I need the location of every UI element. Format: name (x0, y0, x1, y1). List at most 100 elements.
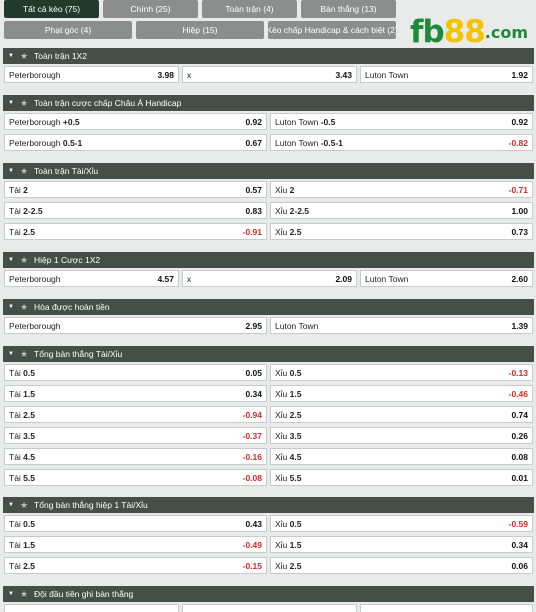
selection-name: Luton Town (275, 116, 321, 127)
section-header[interactable]: ▼ ★ Đội đầu tiên ghi bàn thắng (3, 586, 534, 602)
tab-all-markets[interactable]: Tất cả kèo (75) (4, 0, 99, 18)
odds-row: Tài 2.5 -0.91 Xỉu 2.5 0.73 (3, 221, 534, 242)
odds-selection[interactable]: Peterborough 2.95 (4, 317, 267, 334)
odds-value: 1.00 (511, 205, 528, 216)
selection-label: Xỉu 2.5 (275, 561, 301, 571)
odds-selection[interactable]: Xỉu 2.5 0.74 (270, 406, 533, 423)
tab-corners[interactable]: Phạt góc (4) (4, 21, 132, 39)
section-header[interactable]: ▼ ★ Toàn trận cược chấp Châu Á Handicap (3, 95, 534, 111)
section-title: Toàn trận cược chấp Châu Á Handicap (34, 98, 182, 108)
selection-name: Xỉu (275, 409, 290, 420)
star-icon[interactable]: ★ (19, 301, 29, 312)
tab-row-2: Phạt góc (4) Hiệp (15) Kèo chấp Handicap… (4, 21, 396, 39)
odds-value: 0.83 (245, 205, 262, 216)
odds-selection[interactable]: Tài 1.5 -0.49 (4, 536, 267, 553)
odds-selection[interactable]: Xỉu 5.5 0.01 (270, 469, 533, 486)
odds-selection[interactable]: Tài 2.5 -0.94 (4, 406, 267, 423)
section-header[interactable]: ▼ ★ Hòa được hoàn tiền (3, 299, 534, 315)
odds-selection[interactable]: Tài 2.5 -0.15 (4, 557, 267, 574)
odds-row: Tài 2-2.5 0.83 Xỉu 2-2.5 1.00 (3, 200, 534, 221)
odds-selection[interactable]: Xỉu 1.5 -0.46 (270, 385, 533, 402)
odds-selection[interactable]: Luton Town -0.5-1 -0.82 (270, 134, 533, 151)
odds-row: Tài 1.5 -0.49 Xỉu 1.5 0.34 (3, 534, 534, 555)
section-header[interactable]: ▼ ★ Toàn trận 1X2 (3, 48, 534, 64)
odds-selection[interactable]: Xỉu 2.5 0.73 (270, 223, 533, 240)
selection-line: 2 (289, 184, 295, 195)
selection-label: Xỉu 2 (275, 185, 294, 195)
star-icon[interactable]: ★ (19, 588, 29, 599)
odds-selection[interactable]: Xỉu 2-2.5 1.00 (270, 202, 533, 219)
odds-selection[interactable]: x 3.43 (182, 66, 357, 83)
caret-down-icon[interactable]: ▼ (8, 591, 14, 597)
caret-down-icon[interactable]: ▼ (8, 351, 14, 357)
odds-selection[interactable]: Xỉu 4.5 0.08 (270, 448, 533, 465)
odds-selection[interactable]: Xỉu 1.5 0.34 (270, 536, 533, 553)
odds-selection[interactable]: Peterborough 0.5-1 0.67 (4, 134, 267, 151)
odds-selection[interactable]: Luton Town 1.92 (360, 66, 533, 83)
star-icon[interactable]: ★ (19, 348, 29, 359)
selection-label: Luton Town (365, 274, 408, 284)
selection-label: Xỉu 2.5 (275, 410, 301, 420)
odds-selection[interactable]: Peterborough 3.98 (4, 66, 179, 83)
caret-down-icon[interactable]: ▼ (8, 502, 14, 508)
odds-selection[interactable]: Luton Town 1.39 (270, 317, 533, 334)
odds-value: -0.37 (242, 430, 262, 441)
market-section: ▼ ★ Toàn trận 1X2 Peterborough 3.98 x 3.43 Luto… (3, 48, 534, 85)
caret-down-icon[interactable]: ▼ (8, 100, 14, 106)
odds-selection[interactable]: Peterborough +0.5 0.92 (4, 113, 267, 130)
selection-name: Luton Town (275, 137, 321, 148)
odds-selection[interactable]: Tài 0.5 0.43 (4, 515, 267, 532)
market-section: ▼ ★ Tổng bàn thắng hiệp 1 Tài/Xỉu Tài 0.5 0.… (3, 497, 534, 576)
tab-handicap[interactable]: Kèo chấp Handicap & cách biệt (2) (268, 21, 396, 39)
tab-full-match[interactable]: Toàn trận (4) (202, 0, 297, 18)
selection-label: x (187, 274, 191, 284)
tab-goals[interactable]: Bàn thắng (13) (301, 0, 396, 18)
odds-selection[interactable]: Tài 4.5 -0.16 (4, 448, 267, 465)
odds-selection[interactable]: Xỉu 0.5 -0.59 (270, 515, 533, 532)
caret-down-icon[interactable]: ▼ (8, 168, 14, 174)
odds-selection[interactable] (4, 604, 179, 612)
odds-selection[interactable]: Xỉu 3.5 0.26 (270, 427, 533, 444)
selection-name: Xỉu (275, 430, 290, 441)
odds-selection[interactable]: Tài 0.5 0.05 (4, 364, 267, 381)
tab-main[interactable]: Chính (25) (103, 0, 198, 18)
odds-value: -0.08 (242, 472, 262, 483)
caret-down-icon[interactable]: ▼ (8, 53, 14, 59)
section-header[interactable]: ▼ ★ Tổng bàn thắng Tài/Xỉu (3, 346, 534, 362)
tab-half[interactable]: Hiệp (15) (136, 21, 264, 39)
odds-value: -0.91 (242, 226, 262, 237)
odds-selection[interactable]: Peterborough 4.57 (4, 270, 179, 287)
odds-selection[interactable]: Luton Town -0.5 0.92 (270, 113, 533, 130)
section-header[interactable]: ▼ ★ Tổng bàn thắng hiệp 1 Tài/Xỉu (3, 497, 534, 513)
odds-selection[interactable]: Xỉu 2.5 0.06 (270, 557, 533, 574)
selection-name: Xỉu (275, 388, 290, 399)
odds-selection[interactable]: Tài 2 0.57 (4, 181, 267, 198)
selection-name: Luton Town (365, 69, 409, 80)
star-icon[interactable]: ★ (19, 50, 29, 61)
star-icon[interactable]: ★ (19, 254, 29, 265)
star-icon[interactable]: ★ (19, 97, 29, 108)
selection-name: Tài (9, 451, 24, 462)
odds-selection[interactable]: Tài 5.5 -0.08 (4, 469, 267, 486)
odds-selection[interactable]: Tài 2.5 -0.91 (4, 223, 267, 240)
odds-selection[interactable]: x 2.09 (182, 270, 357, 287)
odds-selection[interactable]: Tài 1.5 0.34 (4, 385, 267, 402)
caret-down-icon[interactable]: ▼ (8, 257, 14, 263)
section-header[interactable]: ▼ ★ Hiệp 1 Cược 1X2 (3, 252, 534, 268)
caret-down-icon[interactable]: ▼ (8, 304, 14, 310)
odds-selection[interactable] (360, 604, 533, 612)
odds-selection[interactable]: Luton Town 2.60 (360, 270, 533, 287)
selection-label: Tài 4.5 (9, 452, 35, 462)
odds-selection[interactable] (182, 604, 357, 612)
odds-selection[interactable]: Tài 2-2.5 0.83 (4, 202, 267, 219)
odds-selection[interactable]: Xỉu 2 -0.71 (270, 181, 533, 198)
star-icon[interactable]: ★ (19, 165, 29, 176)
section-title: Toàn trận 1X2 (34, 51, 87, 61)
odds-selection[interactable]: Tài 3.5 -0.37 (4, 427, 267, 444)
selection-label: Xỉu 4.5 (275, 452, 301, 462)
section-header[interactable]: ▼ ★ Toàn trận Tài/Xỉu (3, 163, 534, 179)
odds-value: 0.08 (511, 451, 528, 462)
star-icon[interactable]: ★ (19, 499, 29, 510)
odds-selection[interactable]: Xỉu 0.5 -0.13 (270, 364, 533, 381)
selection-label: Tài 2.5 (9, 561, 35, 571)
